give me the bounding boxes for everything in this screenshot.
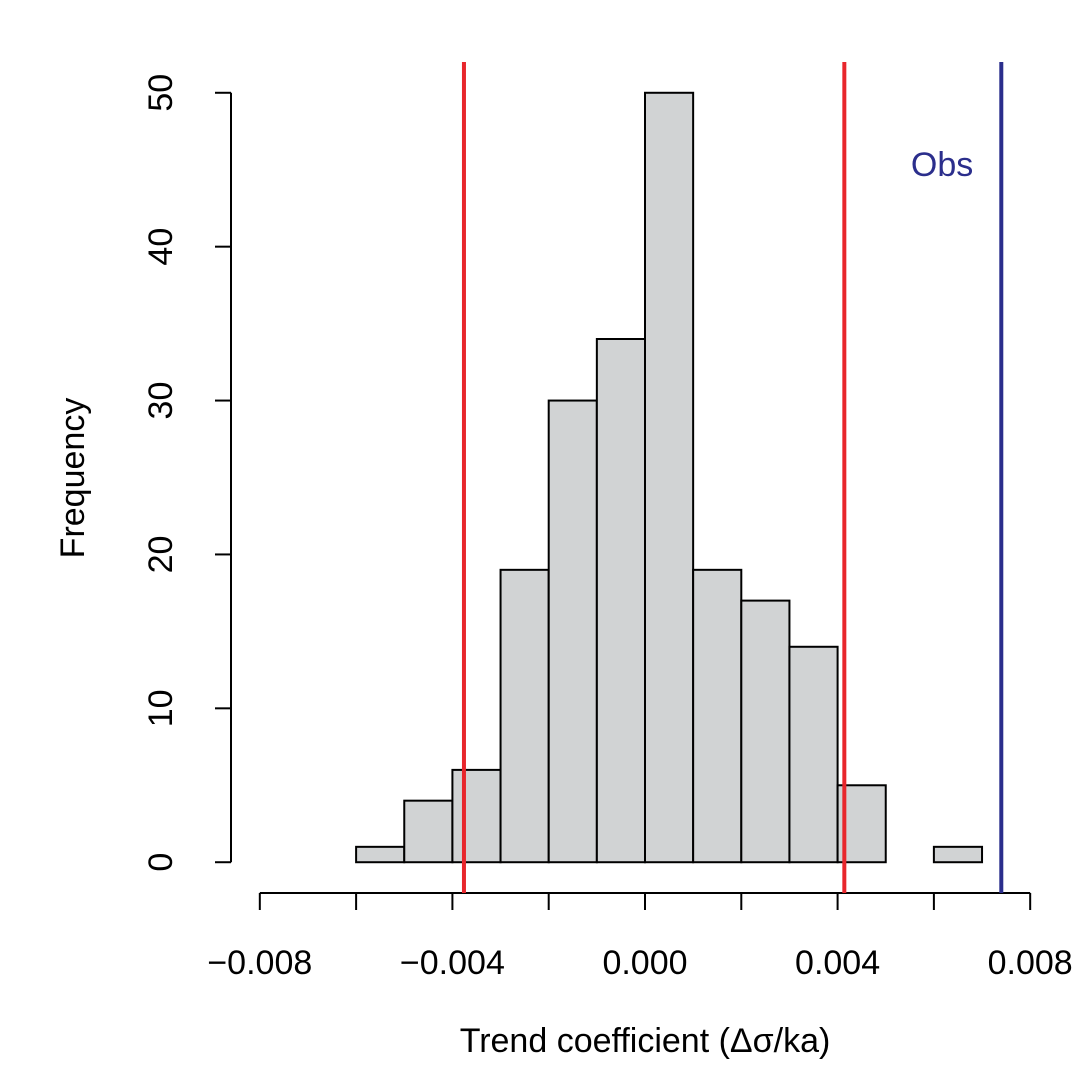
- bar: [499, 568, 550, 864]
- x-tick-label: 0.000: [602, 944, 687, 982]
- bar: [355, 845, 406, 864]
- y-tick-label: 10: [142, 689, 180, 727]
- x-tick-label: −0.008: [207, 944, 312, 982]
- bar: [595, 338, 647, 864]
- x-tick-label: 0.008: [988, 944, 1073, 982]
- bar: [788, 645, 839, 864]
- reference-label: Obs: [911, 146, 973, 184]
- bar: [644, 91, 695, 864]
- y-tick-label: 40: [142, 228, 180, 266]
- x-axis-title: Trend coefficient (Δσ/ka): [460, 1022, 831, 1060]
- bar: [740, 599, 791, 864]
- y-tick-label: 0: [142, 853, 180, 872]
- bar: [692, 568, 743, 864]
- y-tick-label: 20: [142, 536, 180, 574]
- bar: [932, 845, 984, 864]
- bar: [451, 768, 502, 864]
- y-tick-label: 50: [142, 74, 180, 112]
- x-tick-label: −0.004: [400, 944, 505, 982]
- bar: [403, 799, 454, 864]
- bar: [547, 399, 598, 864]
- y-tick-label: 30: [142, 382, 180, 420]
- y-axis-title: Frequency: [54, 398, 92, 559]
- x-tick-label: 0.004: [795, 944, 880, 982]
